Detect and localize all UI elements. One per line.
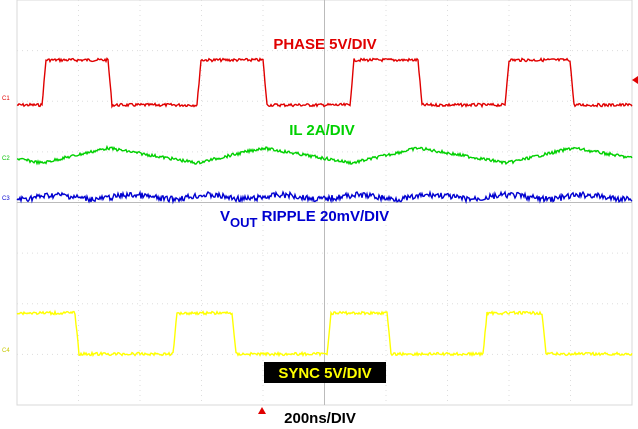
ch3-marker: C3	[2, 196, 10, 202]
phase-trace	[16, 57, 633, 109]
vout-v: V	[220, 208, 230, 225]
il-trace	[16, 144, 633, 166]
ch1-marker: C1	[2, 96, 10, 102]
phase-label: PHASE 5V/DIV	[273, 36, 376, 53]
vout-label: VOUT RIPPLE 20mV/DIV	[220, 208, 389, 230]
sync-label: SYNC 5V/DIV	[278, 365, 371, 382]
vout-rest: RIPPLE 20mV/DIV	[257, 208, 389, 225]
grid	[17, 0, 632, 405]
sync-trace	[16, 309, 633, 358]
il-label: IL 2A/DIV	[289, 122, 355, 139]
sync-label-bg	[264, 362, 386, 383]
ch2-marker: C2	[2, 156, 10, 162]
vout-trace	[16, 189, 633, 205]
timebase-label: 200ns/DIV	[284, 410, 356, 427]
trigger-level	[632, 76, 638, 84]
trigger-marker	[258, 407, 266, 414]
waveforms	[16, 57, 633, 358]
ch4-marker: C4	[2, 348, 10, 354]
vout-sub: OUT	[230, 215, 258, 230]
